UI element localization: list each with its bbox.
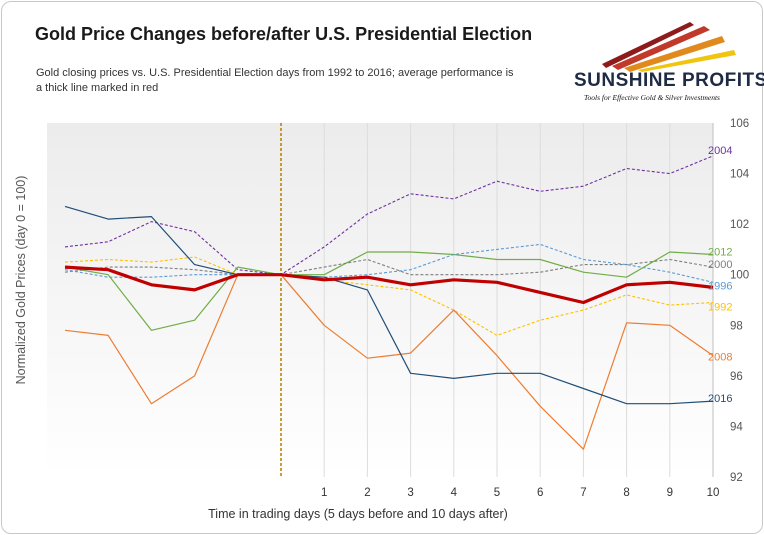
y-tick-label: 94 xyxy=(730,421,743,433)
series-line-2008 xyxy=(64,274,714,450)
series-label-2016: 2016 xyxy=(708,393,732,405)
logo-rays-icon xyxy=(602,22,736,72)
x-tick-label: 7 xyxy=(580,487,586,499)
x-tick-label: 1 xyxy=(321,487,327,499)
y-tick-label: 96 xyxy=(730,371,743,383)
series-line-2012 xyxy=(64,251,714,331)
series-line-2016 xyxy=(64,205,714,405)
y-tick-label: 106 xyxy=(730,118,749,130)
logo-tagline: Tools for Effective Gold & Silver Invest… xyxy=(584,93,720,102)
sunshine-profits-logo: SUNSHINE PROFITS Tools for Effective Gol… xyxy=(572,22,764,102)
x-tick-label: 3 xyxy=(407,487,413,499)
x-tick-label: 8 xyxy=(623,487,629,499)
series-label-2000: 2000 xyxy=(708,259,732,271)
series-label-1996: 1996 xyxy=(708,280,732,292)
series-label-1992: 1992 xyxy=(708,302,732,314)
logo-name: SUNSHINE PROFITS xyxy=(574,70,764,91)
y-tick-label: 100 xyxy=(730,270,749,282)
series-label-2012: 2012 xyxy=(708,246,732,258)
x-tick-label: 5 xyxy=(494,487,500,499)
y-tick-label: 98 xyxy=(730,320,743,332)
series-label-2004: 2004 xyxy=(708,145,732,157)
series-line-2004 xyxy=(64,155,714,276)
y-tick-label: 92 xyxy=(730,472,743,484)
x-tick-label: 6 xyxy=(537,487,543,499)
x-tick-label: 10 xyxy=(707,487,720,499)
chart-subtitle: Gold closing prices vs. U.S. Presidentia… xyxy=(36,67,514,94)
series-line-1996 xyxy=(64,243,714,283)
plot-area xyxy=(47,123,713,477)
chart-title: Gold Price Changes before/after U.S. Pre… xyxy=(35,24,533,44)
series-label-2008: 2008 xyxy=(708,352,732,364)
series-line-1992 xyxy=(64,256,714,336)
x-axis-label: Time in trading days (5 days before and … xyxy=(208,507,508,521)
x-tick-label: 4 xyxy=(451,487,458,499)
x-tick-label: 9 xyxy=(667,487,673,499)
series-line-2000 xyxy=(64,258,714,276)
y-tick-label: 102 xyxy=(730,219,749,231)
y-tick-label: 104 xyxy=(730,169,750,181)
x-tick-label: 2 xyxy=(364,487,370,499)
series-line-average xyxy=(64,265,714,305)
